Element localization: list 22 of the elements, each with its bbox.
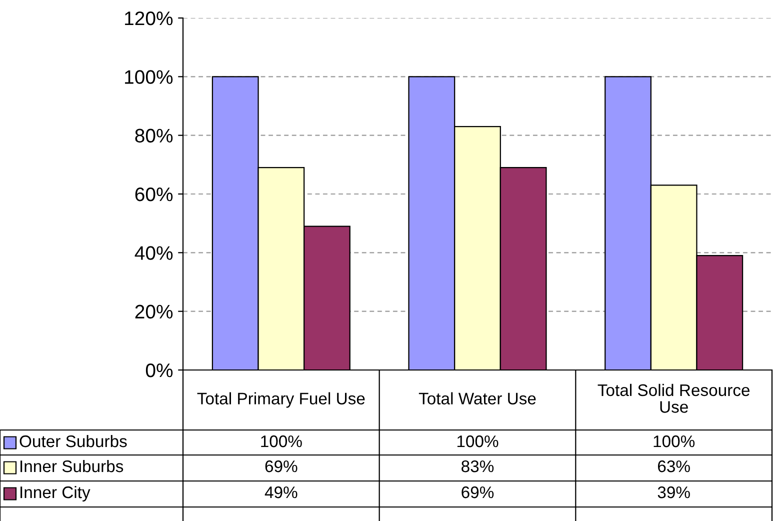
y-tick-label: 20%	[135, 304, 173, 319]
legend-label: Outer Suburbs	[20, 434, 127, 448]
data-label: 100%	[654, 435, 695, 448]
x-tick-label: Total Solid Resource Use	[598, 384, 750, 413]
data-label: 83%	[462, 460, 494, 472]
data-label: 49%	[264, 486, 298, 498]
y-tick-label: 40%	[134, 246, 173, 260]
data-label: 63%	[658, 460, 690, 472]
data-label: 39%	[658, 486, 690, 498]
data-label: 100%	[261, 435, 302, 448]
data-label: 69%	[462, 486, 494, 498]
legend-label: Inner Suburbs	[20, 460, 124, 472]
y-tick-label: 120%	[125, 11, 173, 26]
y-tick-label: 60%	[135, 187, 173, 202]
y-tick-label: 80%	[135, 128, 173, 143]
legend-label: Inner City	[20, 486, 90, 502]
data-label: 100%	[457, 435, 498, 448]
x-tick-label: Total Water Use	[418, 392, 536, 404]
x-tick-label: Total Primary Fuel Use	[197, 392, 365, 408]
data-label: 69%	[265, 460, 298, 472]
y-tick-label: 100%	[125, 70, 173, 84]
y-tick-label: 0%	[146, 363, 173, 378]
